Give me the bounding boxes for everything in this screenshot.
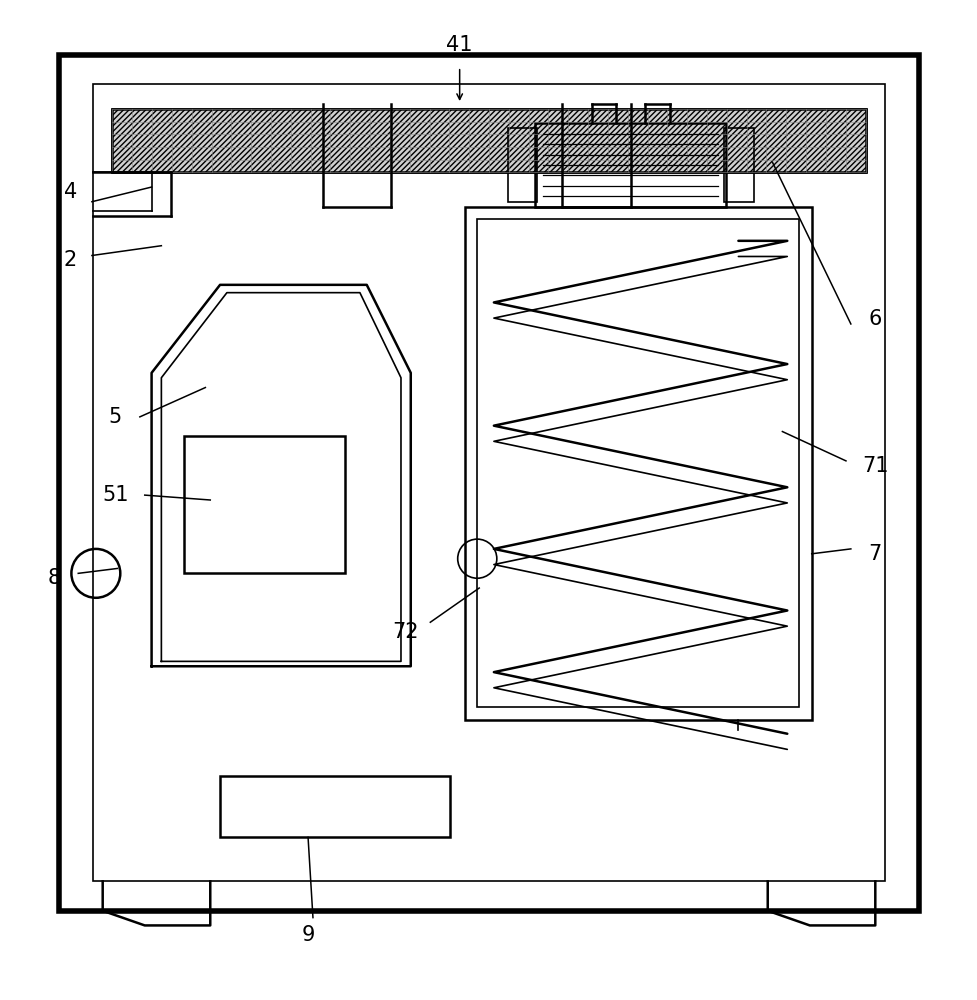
Text: 5: 5 — [108, 407, 122, 427]
Bar — [723, 128, 752, 202]
Bar — [464, 207, 811, 720]
Text: 71: 71 — [861, 456, 888, 476]
Text: 2: 2 — [64, 250, 77, 270]
Bar — [112, 109, 865, 172]
Bar — [112, 109, 865, 172]
Text: 8: 8 — [47, 568, 61, 588]
Bar — [535, 123, 725, 207]
Polygon shape — [767, 881, 874, 925]
Bar — [184, 436, 345, 573]
Text: 51: 51 — [102, 485, 129, 505]
Bar — [59, 55, 918, 911]
Text: 7: 7 — [868, 544, 881, 564]
Bar — [477, 219, 798, 707]
Bar — [508, 128, 537, 202]
Text: 4: 4 — [64, 182, 77, 202]
Polygon shape — [103, 881, 210, 925]
Text: 72: 72 — [392, 622, 419, 642]
Bar — [220, 776, 449, 837]
Text: 41: 41 — [446, 35, 473, 55]
Text: 6: 6 — [868, 309, 881, 329]
Text: 9: 9 — [301, 925, 315, 945]
Bar — [112, 109, 865, 172]
Bar — [93, 84, 884, 881]
